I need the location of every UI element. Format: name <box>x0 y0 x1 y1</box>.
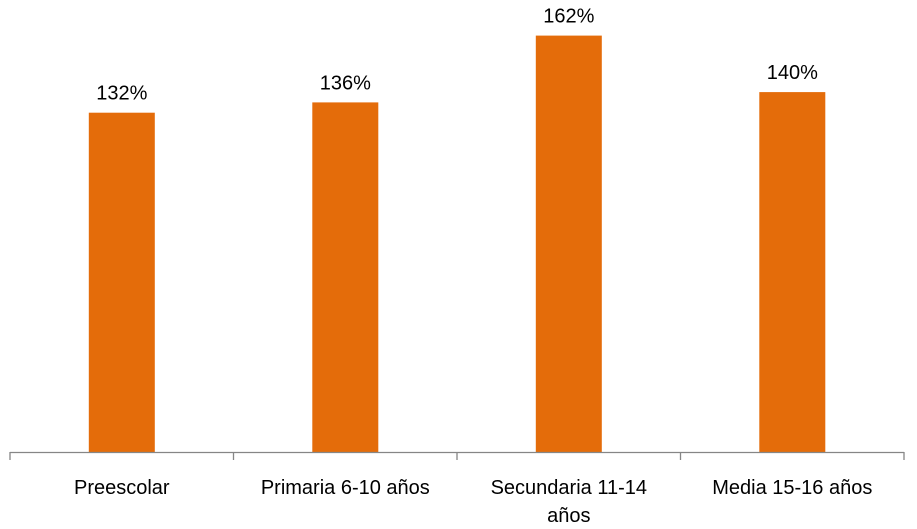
bars-group <box>88 35 826 453</box>
bar-0 <box>88 112 155 452</box>
data-label-2: 162% <box>543 6 594 28</box>
data-label-1: 136% <box>320 72 371 94</box>
x-axis <box>9 451 905 460</box>
bar-1 <box>312 102 379 453</box>
x-tick-label-2: Secundaria 11-14 años <box>491 477 647 527</box>
bar-3 <box>759 92 826 452</box>
data-label-0: 132% <box>96 83 147 105</box>
x-tick-labels-group: Preescolar Primaria 6-10 años Secundaria 1… <box>74 477 872 527</box>
x-tick-label-1: Primaria 6-10 años <box>261 477 430 499</box>
x-tick-label-3: Media 15-16 años <box>712 477 872 499</box>
data-label-3: 140% <box>767 62 818 84</box>
x-tick-label-0: Preescolar <box>74 477 170 499</box>
data-labels-group: 132% 136% 162% 140% <box>96 6 818 105</box>
bar-2 <box>535 35 602 452</box>
